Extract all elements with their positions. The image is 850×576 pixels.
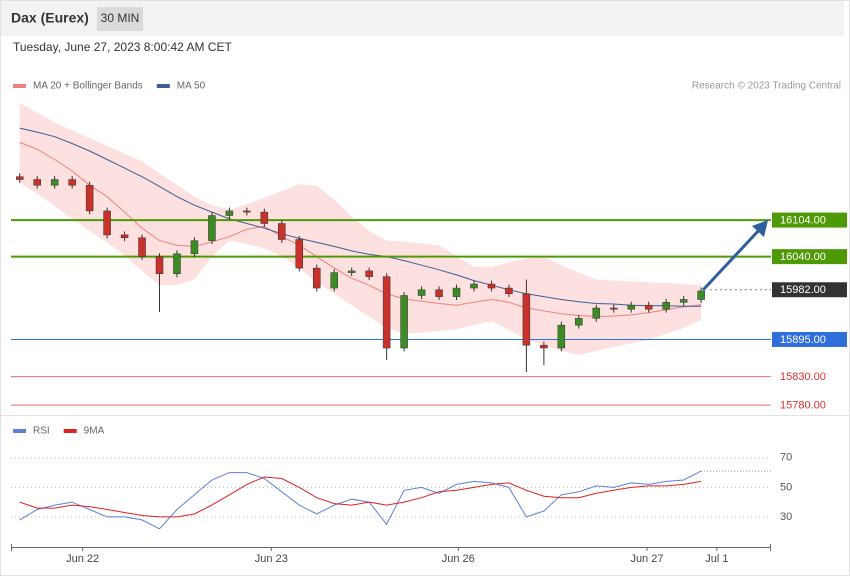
legend-swatch: [63, 429, 77, 433]
bollinger-band: [19, 103, 702, 355]
x-tick-label: Jul 1: [705, 553, 728, 565]
level-label: 15895.00: [780, 334, 826, 346]
candle-body: [452, 287, 461, 297]
candle-body: [644, 304, 653, 310]
x-tick-label: Jun 27: [630, 553, 663, 565]
candle-body: [155, 256, 164, 275]
candle-body: [243, 210, 251, 213]
legend-label: MA 20 + Bollinger Bands: [33, 81, 143, 92]
legend-swatch: [13, 84, 26, 88]
legend-label: 9MA: [84, 426, 105, 437]
source: Research © 2023 Trading Central: [692, 81, 841, 92]
legend-swatch: [13, 429, 26, 433]
candle-body: [330, 272, 338, 289]
candle-body: [85, 184, 94, 212]
candle-body: [400, 295, 408, 349]
series-line: [19, 476, 702, 518]
candle-body: [68, 179, 76, 186]
candle-body: [312, 267, 321, 289]
x-tick-label: Jun 26: [442, 553, 475, 565]
candle-body: [679, 299, 688, 303]
rsi-panel: RSI 9MA 30 50 70 Jun 22 Jun 23 Jun 26 Jun 27 Jul …: [11, 426, 792, 565]
y-tick-label: 30: [780, 511, 792, 523]
candle-body: [435, 289, 443, 297]
candle-body: [225, 210, 234, 216]
candle-body: [417, 289, 426, 296]
chart-title: Dax (Eurex): [11, 10, 89, 26]
forecast-arrowhead: [752, 220, 768, 237]
legend-swatch: [156, 84, 170, 88]
subtitle: Tuesday, June 27, 2023 8:00:42 AM CET: [13, 40, 232, 54]
candle-body: [138, 237, 146, 257]
candle-body: [103, 210, 111, 236]
candle-body: [610, 307, 618, 310]
x-tick-label: Jun 23: [255, 553, 288, 565]
moving-average: [19, 127, 702, 307]
interval-badge[interactable]: [97, 7, 143, 31]
candle-body: [540, 344, 548, 349]
candle-body: [347, 270, 356, 273]
level-label: 16040.00: [780, 251, 826, 263]
candle-body: [557, 324, 566, 349]
candle-body: [627, 304, 635, 310]
x-tick-label: Jun 22: [66, 553, 99, 565]
level-box: [772, 282, 847, 298]
candle-body: [505, 287, 513, 295]
candle-body: [190, 240, 199, 255]
candle-body: [208, 215, 216, 241]
candle-body: [50, 179, 59, 186]
price-panel: MA 20 + Bollinger Bands MA 50 16104.00 1604…: [11, 81, 847, 412]
forecast-arrow: [701, 226, 763, 292]
candle-body: [278, 223, 286, 240]
candle-body: [173, 253, 181, 275]
legend-label: RSI: [33, 426, 50, 437]
candle-body: [662, 302, 670, 310]
level-label: 15780.00: [780, 400, 826, 412]
candle-body: [365, 270, 373, 277]
interval-label[interactable]: 30 MIN: [101, 11, 140, 25]
candle-body: [120, 234, 129, 239]
level-label: 15982.00: [780, 284, 826, 296]
level-label: 16104.00: [780, 214, 826, 226]
candle-body: [33, 179, 41, 186]
level-box: [772, 331, 847, 347]
y-tick-label: 50: [780, 481, 792, 493]
candle-body: [592, 307, 601, 319]
y-tick-label: 70: [780, 452, 792, 464]
level-box: [772, 249, 847, 265]
candle-body: [382, 276, 391, 349]
candle-body: [260, 211, 269, 224]
candle-body: [15, 176, 24, 180]
level-box: [772, 212, 847, 228]
series-line: [19, 470, 702, 530]
legend-label: MA 50: [177, 81, 206, 92]
candle-body: [522, 293, 531, 346]
candle-body: [697, 290, 705, 300]
candle-body: [470, 283, 478, 289]
candle-body: [575, 318, 583, 326]
level-label: 15830.00: [780, 371, 826, 383]
candle-body: [295, 239, 304, 269]
candle-body: [487, 283, 496, 289]
